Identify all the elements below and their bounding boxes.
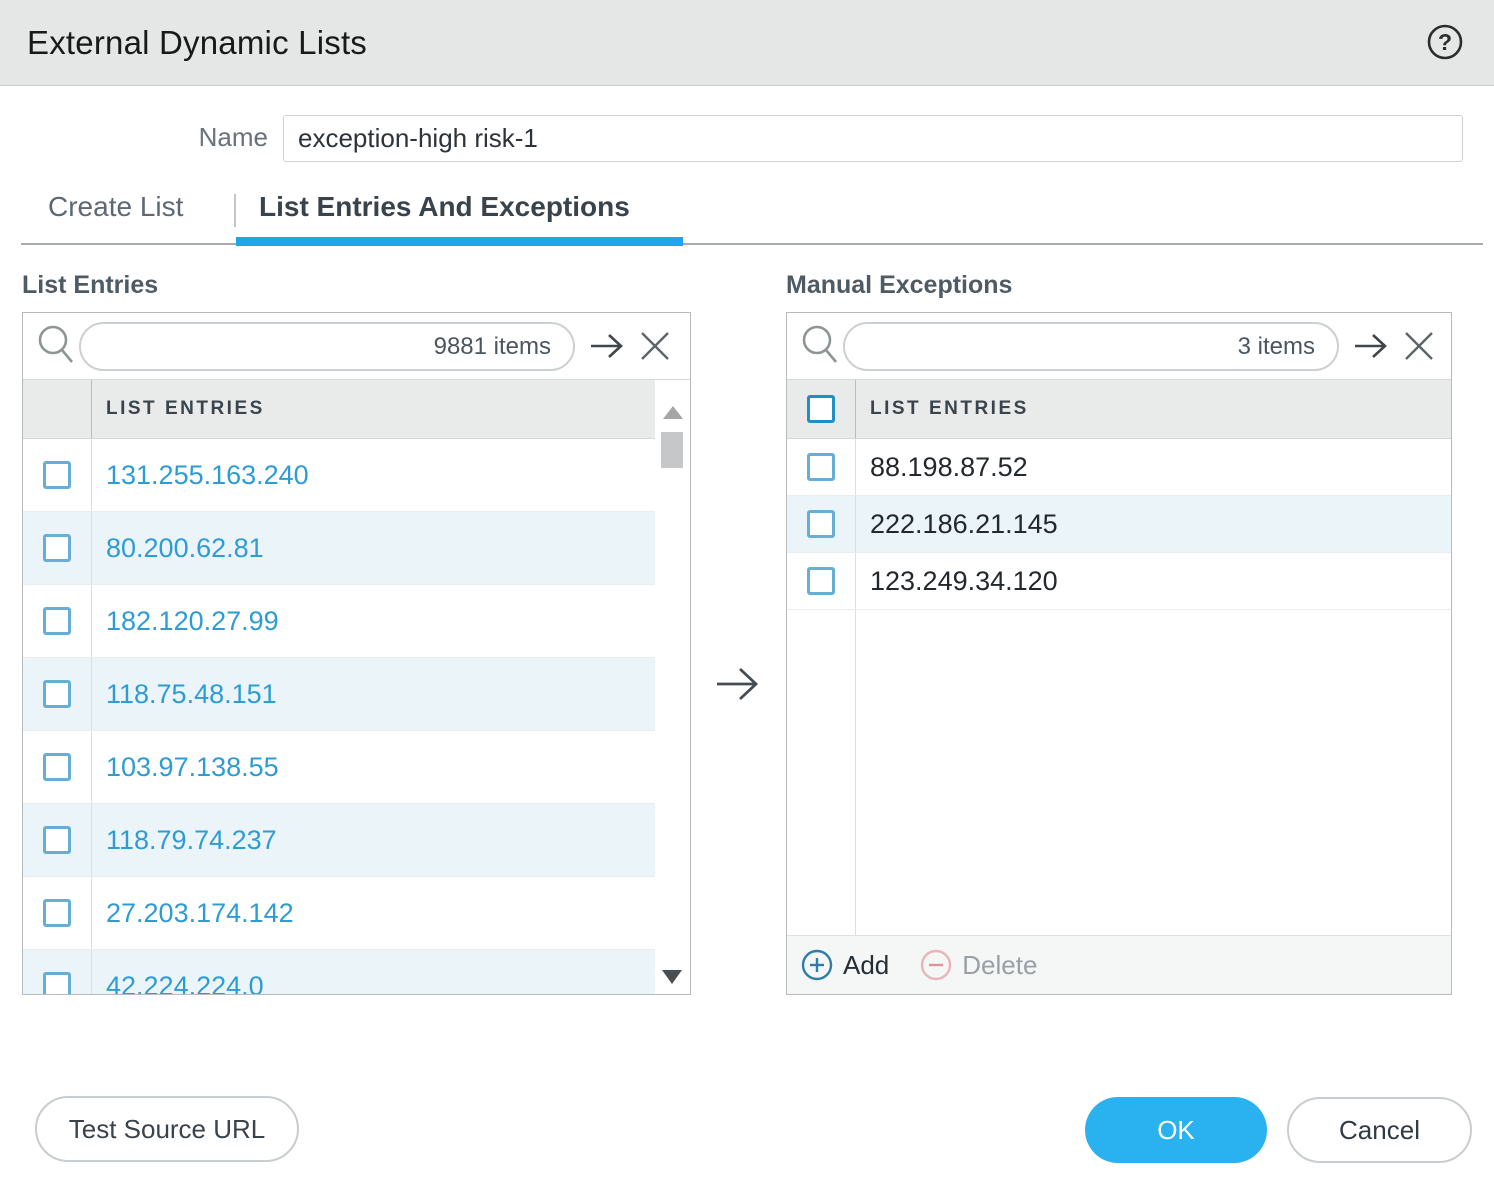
external-dynamic-lists-dialog: External Dynamic Lists ? Name Create Lis… xyxy=(0,0,1494,1200)
table-row: 103.97.138.55 xyxy=(23,731,690,804)
table-row: 131.255.163.240 xyxy=(23,439,690,512)
list-entries-table-header: LIST ENTRIES xyxy=(23,379,690,439)
delete-circle-icon xyxy=(919,948,953,982)
list-entry-value[interactable]: 27.203.174.142 xyxy=(91,877,690,949)
manual-exceptions-table-header: LIST ENTRIES xyxy=(787,379,1451,439)
list-entries-searchbar: 9881 items xyxy=(23,313,690,379)
active-tab-underline xyxy=(236,237,683,246)
ok-button[interactable]: OK xyxy=(1085,1097,1267,1163)
list-entry-value[interactable]: 182.120.27.99 xyxy=(91,585,690,657)
search-icon xyxy=(798,322,842,368)
table-row: 42.224.224.0 xyxy=(23,950,690,994)
row-checkbox[interactable] xyxy=(43,680,71,708)
table-row: 123.249.34.120 xyxy=(787,553,1451,610)
row-checkbox[interactable] xyxy=(807,567,835,595)
manual-exceptions-search-input[interactable] xyxy=(845,324,1337,369)
add-circle-icon xyxy=(800,948,834,982)
list-entries-rows: 131.255.163.240 80.200.62.81 182.120.27.… xyxy=(23,439,690,994)
scrollbar-thumb[interactable] xyxy=(661,432,683,468)
manual-exceptions-actions: Add Delete xyxy=(787,935,1451,994)
manual-exceptions-searchbar: 3 items xyxy=(787,313,1451,379)
tab-list-entries-and-exceptions[interactable]: List Entries And Exceptions xyxy=(259,191,630,223)
transfer-arrow-icon xyxy=(712,658,764,710)
column-header-label: LIST ENTRIES xyxy=(91,380,690,438)
search-submit-arrow-icon[interactable] xyxy=(1352,326,1392,366)
delete-button[interactable]: Delete xyxy=(919,948,1037,982)
list-entries-panel: 9881 items LIST ENTRIES 131.255.163.240 xyxy=(22,312,691,995)
scroll-down-icon[interactable] xyxy=(662,970,682,984)
exception-entry-value: 222.186.21.145 xyxy=(855,496,1451,552)
test-source-url-button[interactable]: Test Source URL xyxy=(35,1096,299,1162)
list-entries-search-input[interactable] xyxy=(81,324,573,369)
search-pill: 3 items xyxy=(843,322,1339,371)
table-row: 118.79.74.237 xyxy=(23,804,690,877)
cancel-button[interactable]: Cancel xyxy=(1287,1097,1472,1163)
table-row: 27.203.174.142 xyxy=(23,877,690,950)
search-pill: 9881 items xyxy=(79,322,575,371)
add-button[interactable]: Add xyxy=(800,948,889,982)
vertical-scrollbar[interactable] xyxy=(655,380,690,994)
exception-entry-value: 123.249.34.120 xyxy=(855,553,1451,609)
scroll-up-icon[interactable] xyxy=(663,406,683,419)
checkbox-column-header xyxy=(23,380,91,438)
list-entry-value[interactable]: 80.200.62.81 xyxy=(91,512,690,584)
row-checkbox[interactable] xyxy=(43,461,71,489)
page-title: External Dynamic Lists xyxy=(27,24,367,62)
list-entry-value[interactable]: 131.255.163.240 xyxy=(91,439,690,511)
row-checkbox[interactable] xyxy=(43,607,71,635)
search-clear-x-icon[interactable] xyxy=(635,326,675,366)
table-row: 182.120.27.99 xyxy=(23,585,690,658)
table-row: 118.75.48.151 xyxy=(23,658,690,731)
list-entry-value[interactable]: 103.97.138.55 xyxy=(91,731,690,803)
row-checkbox[interactable] xyxy=(43,753,71,781)
manual-exceptions-title: Manual Exceptions xyxy=(786,271,1012,300)
manual-exceptions-rows: 88.198.87.52 222.186.21.145 123.249.34.1… xyxy=(787,439,1451,935)
row-checkbox[interactable] xyxy=(43,826,71,854)
list-entries-title: List Entries xyxy=(22,271,158,300)
svg-text:?: ? xyxy=(1438,29,1452,55)
search-icon xyxy=(34,322,78,368)
help-icon[interactable]: ? xyxy=(1426,23,1464,61)
row-checkbox[interactable] xyxy=(43,534,71,562)
table-row: 80.200.62.81 xyxy=(23,512,690,585)
search-submit-arrow-icon[interactable] xyxy=(588,326,628,366)
row-checkbox[interactable] xyxy=(807,510,835,538)
row-checkbox[interactable] xyxy=(43,899,71,927)
exception-entry-value: 88.198.87.52 xyxy=(855,439,1451,495)
column-header-label: LIST ENTRIES xyxy=(855,380,1451,438)
list-entry-value[interactable]: 118.75.48.151 xyxy=(91,658,690,730)
name-label: Name xyxy=(0,122,268,153)
row-checkbox[interactable] xyxy=(43,972,71,994)
table-row: 88.198.87.52 xyxy=(787,439,1451,496)
list-entry-value[interactable]: 118.79.74.237 xyxy=(91,804,690,876)
list-entry-value[interactable]: 42.224.224.0 xyxy=(91,950,690,994)
row-checkbox[interactable] xyxy=(807,453,835,481)
tab-separator xyxy=(234,194,236,227)
select-all-checkbox[interactable] xyxy=(807,395,835,423)
table-row: 222.186.21.145 xyxy=(787,496,1451,553)
titlebar: External Dynamic Lists ? xyxy=(0,0,1494,86)
tab-create-list[interactable]: Create List xyxy=(48,191,183,223)
name-input[interactable] xyxy=(283,115,1463,162)
manual-exceptions-panel: 3 items LIST ENTRIES 88. xyxy=(786,312,1452,995)
search-clear-x-icon[interactable] xyxy=(1399,326,1439,366)
